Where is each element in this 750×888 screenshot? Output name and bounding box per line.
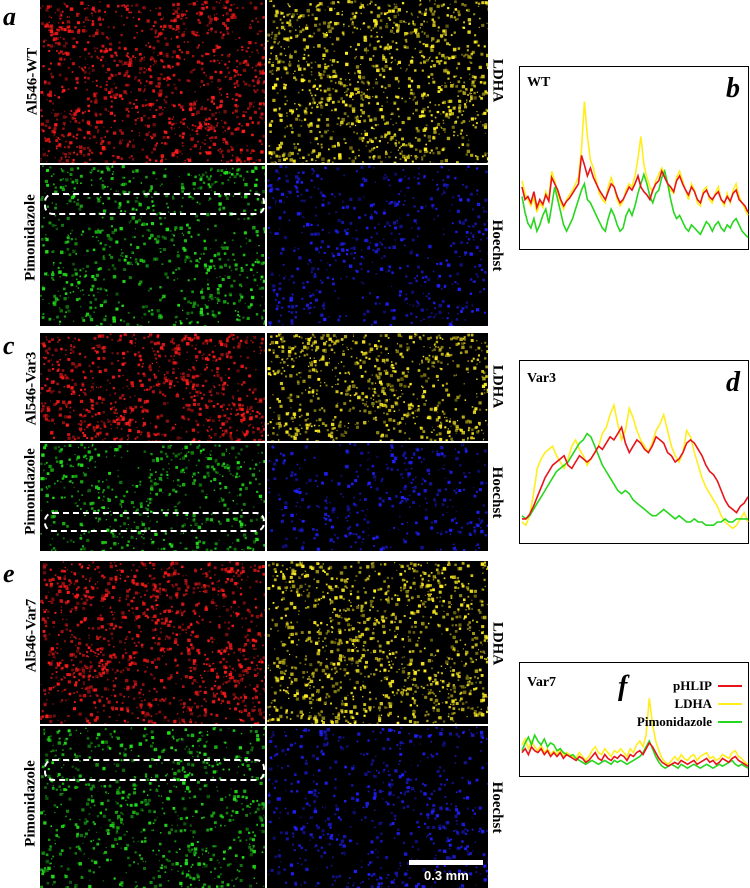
series-line-pimonidazole-b: [521, 168, 749, 239]
plot-b-title: WT: [527, 75, 551, 90]
pimonidazole-label-var7: Pimonidazole: [22, 760, 39, 847]
series-line-ldha-b: [521, 101, 749, 216]
sample-label-var7: Al546-Var7: [23, 598, 40, 673]
legend-swatch-phlip: [718, 685, 742, 687]
legend-item-phlip: pHLIP: [637, 677, 742, 695]
legend-swatch-pimonidazole: [718, 721, 742, 723]
tile-phlip-var3: [40, 333, 265, 441]
plot-f-letter: f: [618, 671, 628, 702]
hoechst-label-var3: Hoechst: [489, 466, 505, 519]
tile-pimonidazole-var3: [40, 443, 265, 551]
plot-b: WT b: [519, 66, 749, 250]
tile-ldha-var7: [267, 561, 488, 724]
legend-swatch-ldha: [718, 703, 742, 705]
scale-bar-label: 0.3 mm: [424, 868, 469, 883]
series-line-pimonidazole-f: [521, 733, 749, 770]
series-line-pimonidazole-d: [521, 432, 748, 526]
legend-label-pimonidazole: Pimonidazole: [636, 714, 712, 729]
tile-pimonidazole-wt: [40, 165, 265, 326]
panel-letter-c: c: [3, 331, 15, 360]
series-line-phlip-b: [521, 155, 749, 213]
plot-b-svg: [521, 101, 749, 239]
hoechst-label-wt: Hoechst: [489, 219, 505, 272]
plot-d-letter: d: [726, 367, 740, 398]
plot-f-legend: pHLIP LDHA Pimonidazole: [637, 677, 742, 731]
plot-f: Var7 f pHLIP LDHA Pimonidazole: [519, 662, 749, 777]
sample-label-wt: Al546-WT: [24, 47, 41, 116]
panel-letter-a: a: [3, 2, 16, 31]
ldha-label-wt: LDHA: [489, 58, 506, 103]
roi-box-var3: [44, 512, 265, 532]
plot-f-svg: [521, 698, 749, 770]
tile-ldha-var3: [267, 333, 488, 441]
tile-hoechst-var3: [267, 443, 488, 551]
legend-item-pimonidazole: Pimonidazole: [637, 713, 742, 731]
ldha-label-var7: LDHA: [489, 621, 506, 666]
tile-phlip-var7: [40, 561, 265, 724]
plot-d-title: Var3: [527, 371, 557, 386]
tile-hoechst-wt: [267, 165, 488, 326]
sample-label-var3: Al546-Var3: [23, 351, 40, 426]
roi-box-var7: [44, 759, 265, 781]
plot-d: Var3 d: [519, 360, 749, 544]
plot-b-letter: b: [726, 73, 740, 104]
pimonidazole-label-wt: Pimonidazole: [22, 194, 39, 281]
plot-f-title: Var7: [527, 675, 557, 690]
hoechst-label-var7: Hoechst: [489, 781, 505, 834]
tile-phlip-wt: [40, 0, 265, 163]
tile-hoechst-var7: [267, 726, 488, 888]
ldha-label-var3: LDHA: [489, 364, 506, 409]
plot-d-svg: [521, 402, 749, 530]
roi-box-wt: [44, 193, 265, 215]
legend-label-phlip: pHLIP: [672, 678, 712, 693]
series-line-ldha-d: [521, 402, 749, 530]
series-line-phlip-f: [521, 741, 749, 768]
series-line-phlip-d: [522, 425, 749, 520]
panel-letter-e: e: [3, 559, 15, 588]
legend-item-ldha: LDHA: [637, 695, 742, 713]
tile-pimonidazole-var7: [40, 726, 265, 888]
legend-label-ldha: LDHA: [674, 696, 712, 711]
pimonidazole-label-var3: Pimonidazole: [22, 448, 39, 535]
tile-ldha-wt: [267, 0, 488, 163]
scale-bar: [409, 860, 483, 865]
